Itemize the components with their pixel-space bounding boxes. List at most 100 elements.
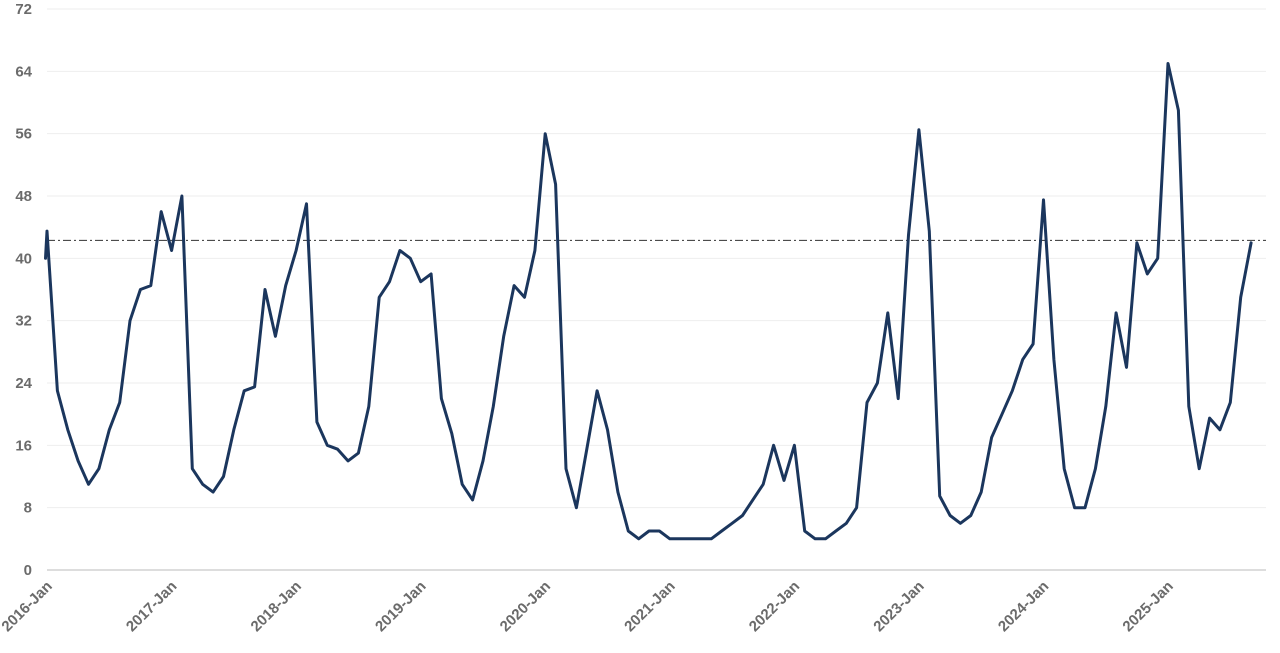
- data-point: [1177, 109, 1180, 112]
- data-point: [917, 128, 920, 131]
- data-point: [1104, 405, 1107, 408]
- data-point: [440, 397, 443, 400]
- data-point: [1021, 358, 1024, 361]
- data-point: [378, 296, 381, 299]
- data-point: [1250, 241, 1253, 244]
- data-point: [1229, 401, 1232, 404]
- data-point: [523, 296, 526, 299]
- data-point: [191, 467, 194, 470]
- data-point: [1156, 257, 1159, 260]
- x-tick-label: 2020-Jan: [497, 578, 554, 635]
- data-point: [565, 467, 568, 470]
- gridlines: [47, 8, 1266, 509]
- y-tick-label: 40: [15, 250, 32, 267]
- data-point: [1187, 405, 1190, 408]
- x-tick-label: 2019-Jan: [372, 578, 429, 635]
- data-point: [201, 483, 204, 486]
- data-point: [357, 452, 360, 455]
- y-tick-label: 32: [15, 313, 32, 330]
- data-point: [129, 319, 132, 322]
- data-point: [274, 335, 277, 338]
- data-point: [679, 537, 682, 540]
- data-point: [326, 444, 329, 447]
- data-point: [315, 421, 318, 424]
- data-point: [710, 537, 713, 540]
- data-point: [1032, 343, 1035, 346]
- data-point: [668, 537, 671, 540]
- data-point: [367, 405, 370, 408]
- data-point: [751, 498, 754, 501]
- data-point: [1198, 467, 1201, 470]
- data-point: [876, 382, 879, 385]
- data-point: [762, 483, 765, 486]
- y-tick-label: 0: [24, 562, 32, 579]
- y-tick-label: 16: [15, 437, 32, 454]
- data-point: [419, 280, 422, 283]
- data-point: [1125, 366, 1128, 369]
- data-point: [637, 537, 640, 540]
- x-tick-label: 2021-Jan: [621, 578, 678, 635]
- data-point: [180, 195, 183, 198]
- data-point: [834, 530, 837, 533]
- y-tick-label: 24: [15, 375, 32, 392]
- data-point: [482, 459, 485, 462]
- data-point: [149, 284, 152, 287]
- data-point: [264, 288, 267, 291]
- data-point: [845, 522, 848, 525]
- data-point: [409, 257, 412, 260]
- data-point: [533, 249, 536, 252]
- data-point: [886, 311, 889, 314]
- data-point: [1063, 467, 1066, 470]
- x-tick-label: 2025-Jan: [1119, 578, 1176, 635]
- y-axis-ticks: 0 8 16 24 32 40 48 56 64 72: [15, 1, 32, 579]
- data-point: [1208, 417, 1211, 420]
- data-point: [305, 202, 308, 205]
- data-point: [772, 444, 775, 447]
- data-point: [513, 284, 516, 287]
- data-point: [502, 335, 505, 338]
- data-point: [648, 530, 651, 533]
- data-point: [596, 389, 599, 392]
- data-point: [575, 506, 578, 509]
- data-point: [741, 514, 744, 517]
- data-point: [855, 506, 858, 509]
- data-point: [139, 288, 142, 291]
- data-point: [212, 491, 215, 494]
- data-point: [450, 432, 453, 435]
- data-point: [160, 210, 163, 213]
- data-point: [938, 495, 941, 498]
- y-tick-label: 64: [15, 63, 32, 80]
- data-point: [928, 230, 931, 233]
- data-point: [949, 514, 952, 517]
- data-point: [866, 401, 869, 404]
- data-point: [585, 448, 588, 451]
- data-point: [1042, 198, 1045, 201]
- data-point: [170, 249, 173, 252]
- data-point: [803, 530, 806, 533]
- data-point: [253, 385, 256, 388]
- data-point: [907, 234, 910, 237]
- y-tick-label: 72: [15, 1, 32, 18]
- data-point: [793, 444, 796, 447]
- data-point: [1001, 413, 1004, 416]
- data-point: [430, 272, 433, 275]
- data-point: [1052, 358, 1055, 361]
- data-point: [731, 522, 734, 525]
- data-point: [814, 537, 817, 540]
- data-point: [336, 448, 339, 451]
- data-point: [295, 249, 298, 252]
- data-point: [689, 537, 692, 540]
- data-point: [959, 522, 962, 525]
- data-point: [1073, 506, 1076, 509]
- x-tick-label: 2023-Jan: [870, 578, 927, 635]
- data-point: [492, 405, 495, 408]
- data-point: [783, 479, 786, 482]
- data-point: [1094, 467, 1097, 470]
- x-tick-label: 2016-Jan: [0, 578, 56, 635]
- data-point: [1239, 296, 1242, 299]
- data-point: [616, 491, 619, 494]
- data-point: [398, 249, 401, 252]
- data-point: [118, 401, 121, 404]
- data-point: [471, 498, 474, 501]
- data-point: [699, 537, 702, 540]
